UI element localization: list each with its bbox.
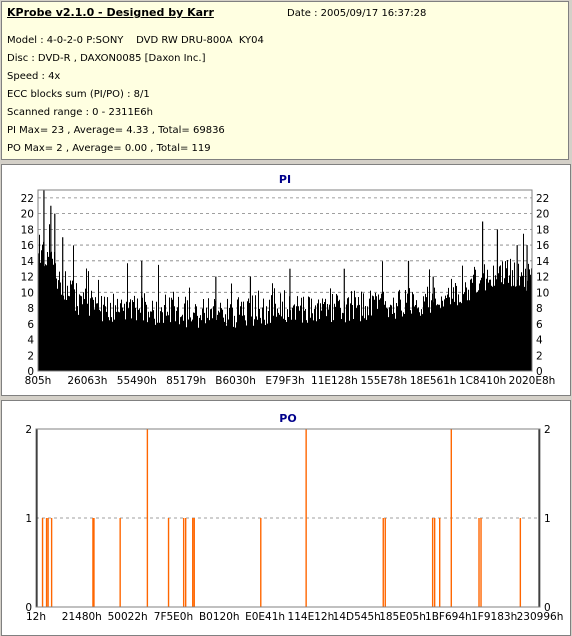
y-tick-label-left: 2 [25,424,32,436]
y-tick-label-right: 22 [536,193,549,205]
x-tick-label: B0120h [199,611,240,623]
y-tick-label-right: 18 [536,224,549,236]
x-tick-label: 2020E8h [509,375,556,387]
chart-title: PO [279,412,296,425]
x-tick-label: 85179h [166,375,206,387]
x-tick-label: 11E128h [311,375,358,387]
y-tick-label-left: 6 [27,319,34,331]
x-tick-label: 21480h [62,611,102,623]
x-tick-label: 230996h [517,611,564,623]
x-tick-label: 26063h [67,375,107,387]
x-tick-label: 14D545h [333,611,381,623]
y-tick-label-right: 10 [536,287,549,299]
x-tick-label: E79F3h [265,375,304,387]
po-chart: 0 0 1 1 2 2 PO 12h 21480h 50022h 7F5E0h B0120h E0E41… [25,412,564,623]
y-tick-label-left: 10 [21,287,34,299]
y-tick-label-right: 1 [544,513,551,525]
y-tick-label-right: 12 [536,272,549,284]
x-tick-label: 1C8410h [459,375,506,387]
ecc-line: ECC blocks sum (PI/PO) : 8/1 [7,89,150,100]
y-tick-label-left: 0 [25,602,32,614]
x-tick-label: 155E78h [360,375,407,387]
y-tick-label-right: 6 [536,319,543,331]
info-panel: KProbe v2.1.0 - Designed by Karr Date : … [1,1,569,160]
disc-line: Disc : DVD-R , DAXON0085 [Daxon Inc.] [7,53,206,64]
x-tick-label: 1BF694h [425,611,472,623]
pi-chart-panel: 0 0 2 2 4 4 6 6 8 8 10 10 12 12 14 14 16 16 18 18 20 20 22 22 PI… [1,164,571,396]
x-tick-label: E0E41h [245,611,285,623]
scan-date: Date : 2005/09/17 16:37:28 [287,8,427,19]
y-tick-label-left: 20 [21,209,34,221]
pi-summary-line: PI Max= 23 , Average= 4.33 , Total= 6983… [7,125,225,136]
range-line: Scanned range : 0 - 2311E6h [7,107,153,118]
y-tick-label-left: 18 [21,224,34,236]
x-tick-label: 55490h [117,375,157,387]
y-tick-label-left: 22 [21,193,34,205]
plot-border [35,428,541,608]
y-tick-label-right: 14 [536,256,550,268]
y-tick-label-right: 0 [536,366,543,378]
x-tick-label: 114E12h [288,611,335,623]
y-tick-label-left: 2 [27,350,34,362]
y-tick-label-right: 2 [536,350,543,362]
x-tick-label: 12h [26,611,46,623]
y-tick-label-right: 2 [544,424,551,436]
po-chart-panel: 0 0 1 1 2 2 PO 12h 21480h 50022h 7F5E0h B0120h E0E41… [1,400,571,636]
speed-line: Speed : 4x [7,71,61,82]
x-tick-label: B6030h [215,375,256,387]
x-tick-label: 185E05h [379,611,426,623]
x-tick-label: 805h [25,375,52,387]
y-tick-label-left: 12 [21,272,34,284]
x-tick-label: 18E561h [410,375,457,387]
x-tick-label: 1F9183h [471,611,517,623]
y-tick-label-right: 4 [536,335,543,347]
po-summary-line: PO Max= 2 , Average= 0.00 , Total= 119 [7,143,211,154]
y-tick-label-right: 0 [544,602,551,614]
y-tick-label-right: 16 [536,240,550,252]
y-tick-label-left: 0 [27,366,34,378]
chart-title: PI [279,173,291,186]
app-title: KProbe v2.1.0 - Designed by Karr [7,6,214,19]
model-line: Model : 4-0-2-0 P:SONY DVD RW DRU-800A K… [7,35,264,46]
y-tick-label-right: 8 [536,303,543,315]
y-tick-label-right: 20 [536,209,549,221]
y-tick-label-left: 1 [25,513,32,525]
y-tick-label-left: 8 [27,303,34,315]
y-tick-label-left: 14 [21,256,35,268]
plot-border [37,189,533,372]
y-tick-label-left: 4 [27,335,34,347]
y-tick-label-left: 16 [21,240,35,252]
x-tick-label: 50022h [108,611,148,623]
x-tick-label: 7F5E0h [154,611,193,623]
